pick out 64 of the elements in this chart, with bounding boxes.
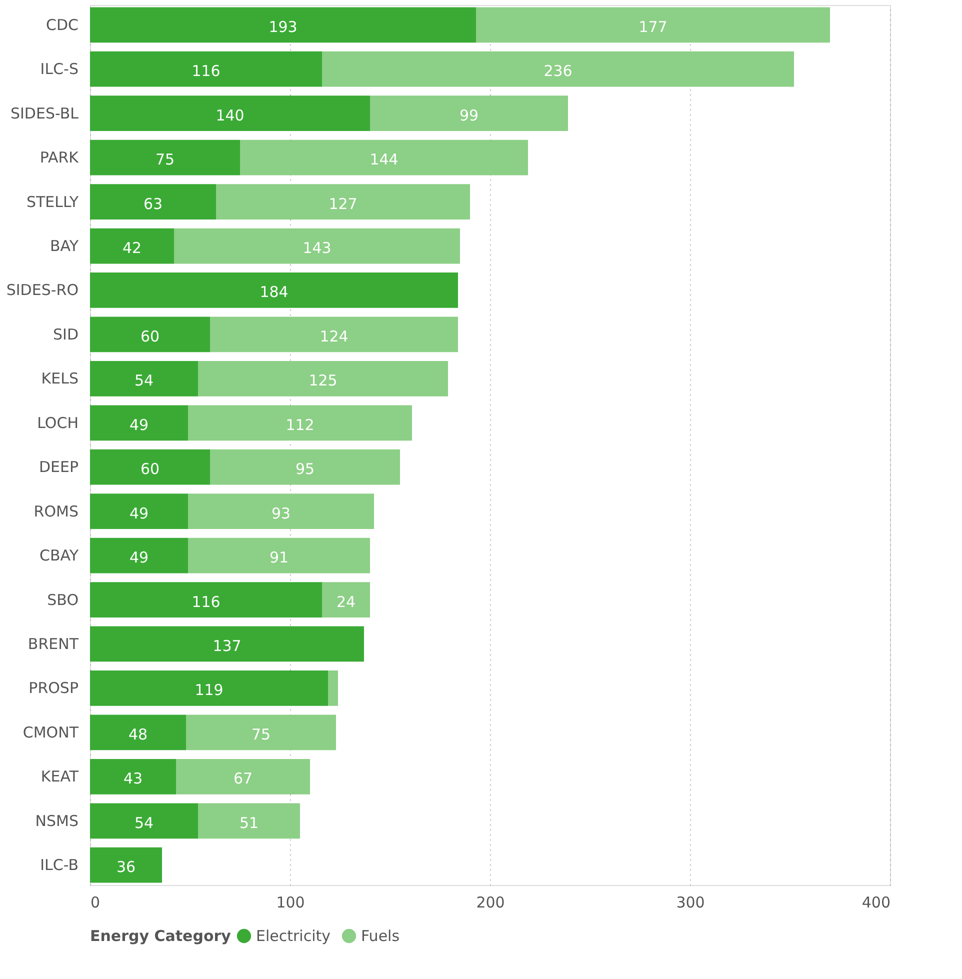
y-tick-label: SID (53, 325, 78, 344)
data-label: 137 (212, 636, 242, 655)
legend-label: Fuels (361, 927, 400, 945)
data-label: 116 (192, 592, 220, 611)
data-label: 49 (129, 416, 149, 434)
legend-label: Electricity (256, 927, 331, 945)
x-tick-label: 0 (90, 894, 100, 912)
y-tick-label: ROMS (34, 502, 78, 520)
y-tick-label: ILC-B (40, 856, 78, 874)
x-tick-label: 200 (476, 894, 505, 912)
data-label: 140 (216, 106, 244, 124)
data-label: 49 (129, 504, 149, 522)
y-tick-label: BAY (50, 237, 80, 256)
y-tick-label: LOCH (37, 414, 78, 432)
data-label: 116 (192, 62, 220, 80)
y-tick-label: SBO (47, 590, 78, 609)
data-label: 48 (128, 725, 148, 744)
x-tick-label: 100 (276, 894, 305, 912)
data-label: 125 (308, 372, 338, 390)
y-tick-label: STELLY (26, 192, 80, 211)
data-label: 36 (116, 858, 136, 876)
data-label: 91 (269, 548, 289, 567)
data-label: 63 (143, 194, 163, 213)
y-tick-label: CMONT (22, 723, 80, 742)
data-label: 95 (295, 460, 315, 478)
legend-title: Energy Category (90, 927, 232, 945)
data-label: 177 (638, 18, 668, 36)
data-label: 54 (134, 814, 154, 832)
data-label: 24 (336, 592, 356, 611)
y-tick-label: SIDES-RO (6, 281, 78, 300)
y-tick-label: SIDES-BL (10, 104, 80, 122)
y-tick-label: CBAY (39, 546, 80, 565)
data-label: 184 (260, 283, 288, 302)
y-tick-label: BRENT (28, 634, 80, 653)
data-label: 112 (286, 416, 314, 434)
data-label: 54 (134, 372, 154, 390)
data-label: 67 (233, 770, 253, 788)
x-tick-label: 300 (676, 894, 705, 912)
data-label: 236 (544, 62, 572, 80)
y-tick-label: ILC-S (40, 60, 78, 78)
data-label: 75 (251, 725, 271, 744)
data-label: 119 (194, 681, 224, 700)
data-label: 93 (271, 504, 291, 522)
data-label: 124 (320, 327, 348, 346)
y-tick-label: NSMS (35, 812, 78, 830)
y-tick-label: KELS (41, 370, 78, 388)
data-label: 60 (140, 327, 160, 346)
data-label: 99 (459, 106, 479, 124)
y-tick-label: CDC (46, 16, 78, 34)
data-label: 43 (123, 770, 143, 788)
data-label: 51 (239, 814, 259, 832)
x-tick-label: 400 (862, 894, 890, 912)
data-label: 49 (129, 548, 149, 567)
y-tick-label: KEAT (40, 768, 80, 786)
data-label: 143 (302, 239, 332, 258)
y-tick-label: PROSP (28, 679, 78, 698)
data-label: 144 (370, 150, 398, 169)
data-label: 75 (155, 150, 175, 169)
data-label: 127 (328, 194, 358, 213)
y-tick-label: DEEP (38, 458, 78, 476)
data-label: 193 (268, 18, 298, 36)
data-label: 60 (140, 460, 160, 478)
data-label: 42 (122, 239, 142, 258)
y-tick-label: PARK (40, 148, 80, 167)
